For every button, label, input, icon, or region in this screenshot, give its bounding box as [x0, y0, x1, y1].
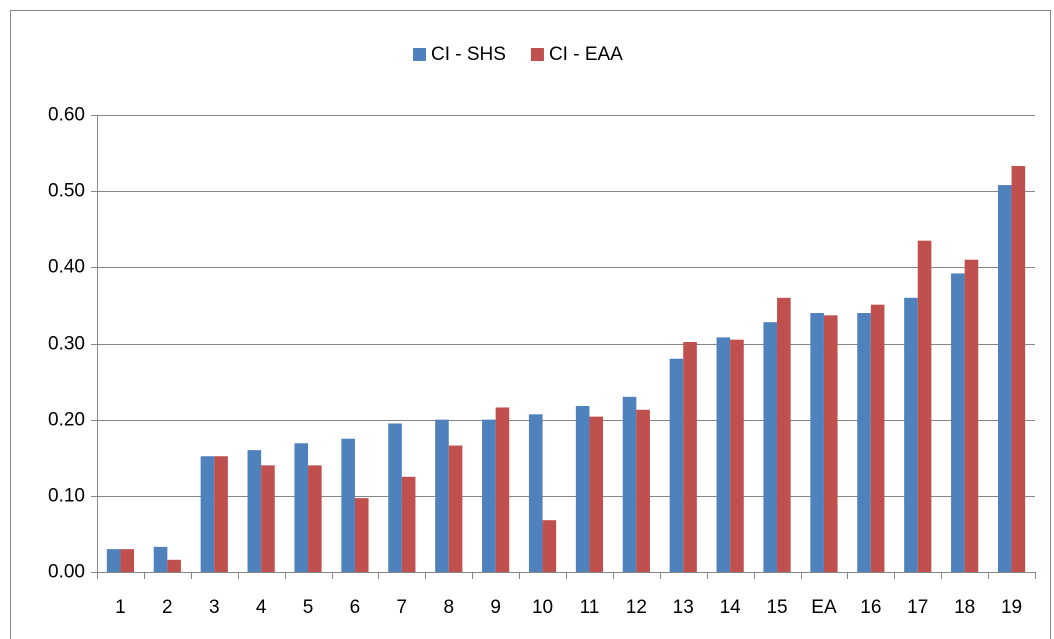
x-tick-label: 12 — [626, 597, 647, 618]
x-tick-label: 18 — [954, 597, 975, 618]
x-tick-label: 19 — [1001, 597, 1022, 618]
bar — [870, 304, 885, 572]
bar — [495, 407, 510, 572]
bar — [917, 240, 932, 573]
x-tick-label: 4 — [256, 597, 267, 618]
x-tick-label: 9 — [490, 597, 501, 618]
y-tick-label: 0.50 — [48, 181, 85, 202]
bar — [261, 465, 275, 572]
bar — [294, 443, 309, 572]
x-tick-label: 16 — [860, 597, 881, 618]
bar — [341, 438, 355, 572]
bar — [153, 546, 168, 572]
x-tick-label: 6 — [350, 597, 361, 618]
x-tick-label: 13 — [673, 597, 694, 618]
bar — [528, 414, 543, 572]
x-tick-label: 1 — [115, 597, 126, 618]
bar — [167, 559, 181, 572]
x-tick-label: 11 — [580, 597, 600, 618]
bar — [247, 450, 262, 572]
bar — [777, 297, 791, 572]
x-tick-label: 17 — [907, 597, 928, 618]
x-tick-label: EA — [811, 597, 837, 618]
bar — [716, 337, 731, 572]
x-tick-label: 7 — [397, 597, 408, 618]
y-tick-label: 0.60 — [48, 105, 85, 126]
x-tick-label: 10 — [532, 597, 553, 618]
bar — [354, 498, 369, 572]
x-tick-label: 2 — [162, 597, 173, 618]
bar — [200, 456, 215, 572]
bar — [636, 409, 650, 572]
bar — [823, 315, 838, 572]
bar — [308, 465, 322, 572]
legend-label: CI - SHS — [431, 44, 506, 65]
x-tick-label: 14 — [720, 597, 742, 618]
bar — [482, 419, 496, 572]
bar — [1011, 166, 1026, 572]
y-tick-label: 0.20 — [48, 410, 85, 431]
bar — [810, 313, 824, 572]
bar — [951, 273, 965, 572]
bar — [997, 185, 1012, 572]
bar — [448, 445, 463, 572]
x-tick-label: 5 — [303, 597, 314, 618]
bar — [575, 405, 590, 572]
bar — [542, 520, 557, 572]
bar — [763, 322, 778, 572]
bar — [388, 423, 402, 572]
x-tick-label: 8 — [443, 597, 454, 618]
x-tick-label: 15 — [766, 597, 787, 618]
bar — [904, 297, 918, 572]
bar — [730, 339, 744, 572]
y-tick-label: 0.40 — [48, 257, 85, 278]
x-tick-label: 3 — [209, 597, 220, 618]
bar — [964, 259, 979, 572]
bar — [435, 419, 449, 572]
bar — [120, 549, 135, 572]
bar — [669, 358, 684, 572]
legend-swatch — [530, 48, 544, 61]
y-tick-label: 0.30 — [48, 334, 85, 355]
bar — [106, 549, 121, 572]
legend-label: CI - EAA — [549, 44, 623, 65]
bar — [683, 341, 697, 572]
bar — [622, 396, 637, 572]
bar — [401, 476, 416, 572]
legend-swatch — [413, 48, 426, 61]
bar — [589, 416, 604, 572]
y-tick-label: 0.00 — [48, 562, 85, 583]
bar — [214, 456, 228, 572]
bar — [857, 313, 871, 572]
y-tick-label: 0.10 — [48, 486, 85, 507]
